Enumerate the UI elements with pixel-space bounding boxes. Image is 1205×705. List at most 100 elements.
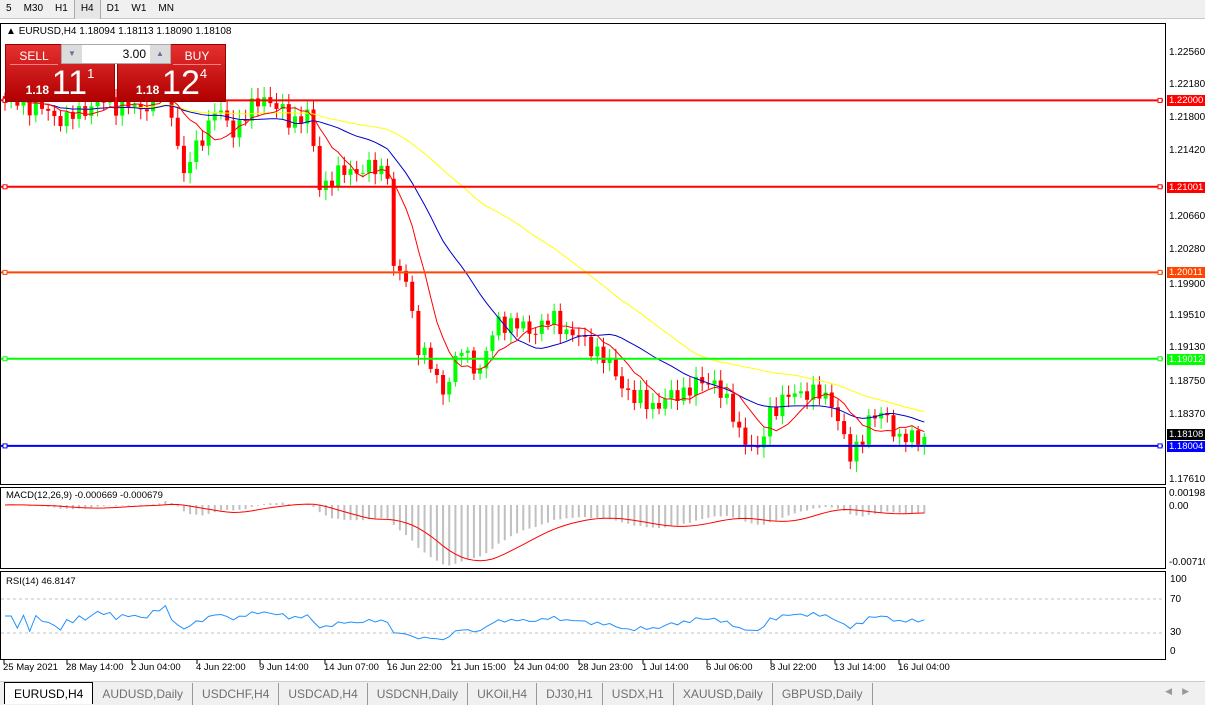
candle-body	[564, 329, 569, 335]
date-axis-label: 1 Jul 14:00	[642, 662, 689, 673]
candle-body	[317, 145, 322, 191]
current-price-label: 1.18108	[1167, 428, 1205, 440]
ma-slow-line	[4, 96, 925, 413]
candle-body	[391, 178, 396, 266]
candle-body	[354, 169, 359, 174]
candle-body	[829, 392, 834, 408]
decrease-lot-icon[interactable]: ▼	[62, 45, 82, 63]
chart-tab[interactable]: USDX,H1	[603, 683, 674, 705]
chart-tab[interactable]: USDCAD,H4	[279, 683, 368, 705]
hline-price-label: 1.21001	[1167, 181, 1205, 193]
candle-body	[663, 398, 668, 409]
chart-tab[interactable]: USDCHF,H4	[193, 683, 280, 705]
candle-body	[706, 383, 711, 385]
chart-tab[interactable]: GBPUSD,Daily	[773, 683, 873, 705]
buy-label: BUY	[173, 47, 221, 65]
candle-body	[737, 421, 742, 428]
candle-body	[823, 392, 828, 399]
timeframe-mn[interactable]: MN	[158, 3, 174, 14]
date-axis-label: 6 Jul 06:00	[706, 662, 753, 673]
hline-handle	[2, 443, 8, 449]
hline-price-label: 1.19012	[1167, 353, 1205, 365]
candle-body	[410, 281, 415, 311]
sell-price-small: 1.18	[25, 83, 50, 97]
timeframe-5[interactable]: 5	[6, 3, 12, 14]
price-axis-label: 1.21800	[1169, 112, 1205, 124]
candle-body	[490, 335, 495, 351]
candle-body	[650, 402, 655, 410]
candle-body	[70, 111, 75, 119]
timeframe-d1[interactable]: D1	[106, 3, 120, 14]
candle-body	[743, 427, 748, 445]
candle-body	[194, 140, 199, 162]
macd-label: MACD(12,26,9) -0.000669 -0.000679	[6, 490, 163, 501]
candle-body	[922, 436, 927, 445]
candle-body	[539, 320, 544, 334]
candle-body	[120, 101, 125, 116]
macd-axis-label: 0.00	[1169, 501, 1189, 512]
candle-body	[582, 335, 587, 337]
candle-body	[589, 336, 594, 357]
candle-body	[126, 101, 131, 108]
hline-price-label: 1.20011	[1167, 267, 1205, 279]
candle-body	[342, 165, 347, 175]
chart-tabs: EURUSD,H4 AUDUSD,Daily USDCHF,H4 USDCAD,H4 U…	[0, 681, 1205, 705]
candle-body	[33, 100, 38, 116]
price-axis-label: 1.20280	[1169, 243, 1205, 255]
hline-handle	[1157, 97, 1163, 103]
candle-body	[897, 433, 902, 437]
chart-tab[interactable]: AUDUSD,Daily	[93, 683, 194, 705]
candle-body	[817, 384, 822, 399]
candle-body	[323, 180, 328, 191]
candle-body	[434, 368, 439, 376]
candle-body	[632, 389, 637, 403]
date-axis-label: 4 Jun 22:00	[196, 662, 246, 673]
candle-body	[780, 394, 785, 416]
candle-body	[292, 116, 297, 128]
candle-body	[27, 99, 32, 116]
candle-body	[848, 434, 853, 462]
chart-tab[interactable]: UKOil,H4	[468, 683, 538, 705]
lot-size-input[interactable]: 3.00	[122, 47, 146, 61]
rsi-label: RSI(14) 46.8147	[6, 576, 76, 587]
timeframe-m30[interactable]: M30	[23, 3, 44, 14]
candle-body	[669, 390, 674, 399]
price-axis-label: 1.19510	[1169, 310, 1205, 322]
rsi-axis-label: 100	[1170, 574, 1187, 585]
candle-body	[761, 436, 766, 448]
symbol-info-text: EURUSD,H4 1.18094 1.18113 1.18090 1.1810…	[18, 26, 232, 37]
timeframe-w1[interactable]: W1	[131, 3, 147, 14]
candle-body	[404, 270, 409, 282]
macd-axis-label: -0.00710	[1169, 557, 1205, 568]
candle-body	[64, 111, 69, 127]
candle-body	[447, 381, 452, 395]
date-axis-label: 25 May 2021	[3, 662, 58, 673]
candle-body	[885, 413, 890, 416]
rsi-axis-label: 0	[1170, 646, 1176, 657]
hline-handle	[1157, 184, 1163, 190]
chart-tab[interactable]: USDCNH,Daily	[368, 683, 469, 705]
chart-tab[interactable]: DJ30,H1	[537, 683, 603, 705]
price-axis-label: 1.19900	[1169, 279, 1205, 291]
increase-lot-icon[interactable]: ▲	[150, 45, 170, 63]
tab-scroll-arrows-icon[interactable]: ◀▶	[1165, 686, 1199, 696]
date-axis-label: 8 Jul 22:00	[770, 662, 817, 673]
candle-body	[243, 120, 248, 122]
chart-tab[interactable]: XAUUSD,Daily	[674, 683, 773, 705]
candle-body	[274, 103, 279, 109]
lot-size-stepper[interactable]: ▼ 3.00 ▲	[61, 44, 171, 64]
candle-body	[83, 106, 88, 116]
collapse-triangle-icon[interactable]: ▲	[6, 26, 19, 37]
candle-body	[311, 109, 316, 146]
candle-body	[681, 387, 686, 401]
candle-body	[620, 376, 624, 389]
date-axis-label: 14 Jun 07:00	[324, 662, 379, 673]
symbol-info: ▲ EURUSD,H4 1.18094 1.18113 1.18090 1.18…	[6, 26, 231, 38]
timeframe-h4[interactable]: H4	[73, 0, 101, 19]
candle-body	[811, 384, 816, 400]
date-axis-label: 28 Jun 23:00	[578, 662, 633, 673]
timeframe-h1[interactable]: H1	[55, 3, 68, 14]
candle-body	[144, 109, 149, 112]
chart-tab[interactable]: EURUSD,H4	[4, 682, 94, 704]
candle-body	[675, 390, 680, 401]
